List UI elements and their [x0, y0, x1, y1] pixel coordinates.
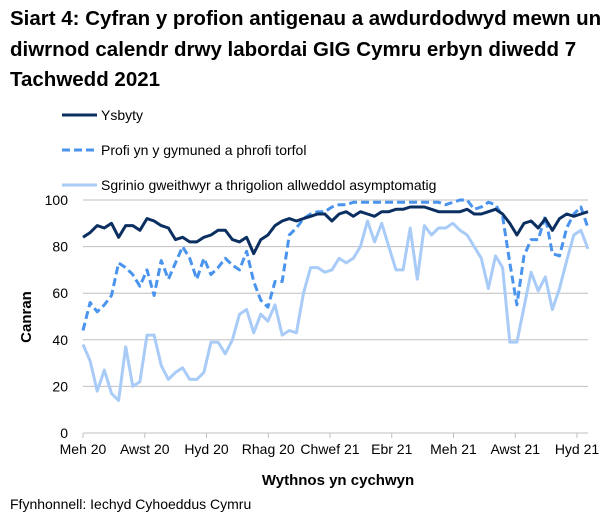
- x-axis: Meh 20 Awst 20 Hyd 20 Rhag 20 Chwef 21 Ebr 21…: [60, 432, 600, 457]
- y-axis-label: Canran: [18, 291, 35, 343]
- x-tick-label: Awst 21: [490, 441, 540, 457]
- legend: Ysbyty Profi yn y gymuned a phrofi torfol…: [62, 107, 436, 193]
- legend-label: Ysbyty: [101, 107, 143, 123]
- x-tick-label: Meh 21: [430, 441, 477, 457]
- x-tick-label: Awst 20: [120, 441, 170, 457]
- x-axis-label: Wythnos yn cychwyn: [262, 472, 414, 489]
- x-tick-label: Hyd 21: [555, 441, 600, 457]
- gridlines: [83, 199, 588, 434]
- x-tick-label: Meh 20: [60, 441, 107, 457]
- y-tick-label: 0: [60, 425, 68, 441]
- y-tick-label: 60: [52, 285, 68, 301]
- source-note: Ffynhonnell: Iechyd Cyhoeddus Cymru: [10, 496, 252, 512]
- series-lines: [81, 198, 590, 402]
- chart-title: Siart 4: Cyfran y profion antigenau a aw…: [10, 7, 602, 91]
- legend-label: Sgrinio gweithwyr a thrigolion allweddol…: [101, 177, 436, 193]
- y-tick-label: 100: [45, 192, 69, 208]
- x-tick-label: Ebr 21: [371, 441, 412, 457]
- series-line-2: [81, 219, 590, 402]
- x-tick-label: Chwef 21: [300, 441, 359, 457]
- series-line-1: [81, 198, 590, 331]
- legend-label: Profi yn y gymuned a phrofi torfol: [101, 142, 306, 158]
- y-tick-label: 80: [52, 239, 68, 255]
- y-tick-label: 20: [52, 378, 68, 394]
- series-line-0: [82, 205, 589, 256]
- y-tick-label: 40: [52, 332, 68, 348]
- x-tick-label: Rhag 20: [242, 441, 295, 457]
- x-tick-label: Hyd 20: [184, 441, 229, 457]
- y-axis-ticks: 0 20 40 60 80 100: [45, 192, 69, 441]
